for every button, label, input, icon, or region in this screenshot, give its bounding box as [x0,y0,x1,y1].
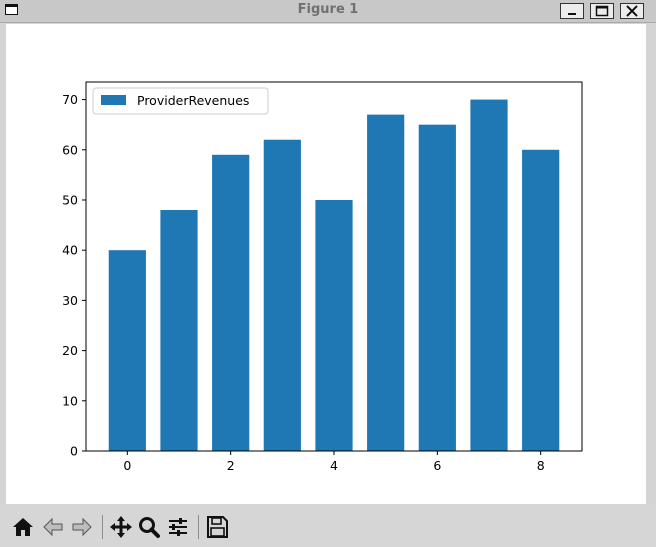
bar-6 [418,124,456,452]
close-button[interactable] [620,3,644,19]
x-tick-label: 4 [330,458,338,473]
figure-canvas[interactable]: 0 10 20 30 40 50 60 70 0 2 4 6 8 ProviderRevenues [6,24,646,504]
legend-swatch [101,95,126,105]
configure-subplots-button[interactable] [166,515,190,539]
bar-3 [263,139,301,452]
y-tick-label: 40 [62,243,78,258]
zoom-icon [139,517,160,538]
bar-chart: 0 10 20 30 40 50 60 70 0 2 4 6 8 ProviderRevenues [62,81,583,473]
minimize-icon [568,13,576,15]
maximize-icon [595,5,609,17]
bar-0 [108,250,146,451]
y-tick-label: 30 [62,293,78,308]
window-icon [5,4,18,15]
x-axis: 0 2 4 6 8 [123,451,545,473]
x-tick-label: 8 [537,458,545,473]
x-tick-label: 2 [227,458,235,473]
maximize-button[interactable] [590,3,614,19]
x-tick-label: 0 [123,458,131,473]
back-arrow-icon [43,517,63,537]
window-title: Figure 1 [297,2,359,17]
window-titlebar[interactable]: Figure 1 [0,0,656,23]
bar-8 [522,149,560,451]
home-icon [13,518,33,536]
save-icon [207,516,228,538]
bar-4 [315,199,353,451]
y-tick-label: 0 [70,444,78,459]
back-button[interactable] [41,515,65,539]
x-tick-label: 6 [433,458,441,473]
legend-box [92,87,269,115]
y-axis: 0 10 20 30 40 50 60 70 [62,92,86,459]
bar-2 [212,154,250,452]
y-tick-label: 70 [62,92,78,107]
y-tick-label: 20 [62,343,78,358]
bar-5 [367,114,405,451]
forward-button[interactable] [70,515,94,539]
save-button[interactable] [205,515,229,539]
zoom-button[interactable] [137,515,161,539]
pan-icon [110,516,132,538]
y-tick-label: 10 [62,393,78,408]
close-icon [626,5,638,17]
legend: ProviderRevenues [92,87,269,115]
home-button[interactable] [11,515,35,539]
bars-group [108,99,560,452]
configure-subplots-icon [169,518,187,536]
forward-arrow-icon [72,517,92,537]
toolbar-separator [102,515,103,539]
bar-1 [160,210,198,451]
y-tick-label: 50 [62,192,78,207]
y-tick-label: 60 [62,142,78,157]
minimize-button[interactable] [560,3,584,19]
toolbar-separator [198,515,199,539]
bar-7 [470,99,508,452]
pan-button[interactable] [109,515,133,539]
axes-frame [85,81,583,452]
navigation-toolbar [0,504,656,547]
legend-label: ProviderRevenues [137,93,249,108]
